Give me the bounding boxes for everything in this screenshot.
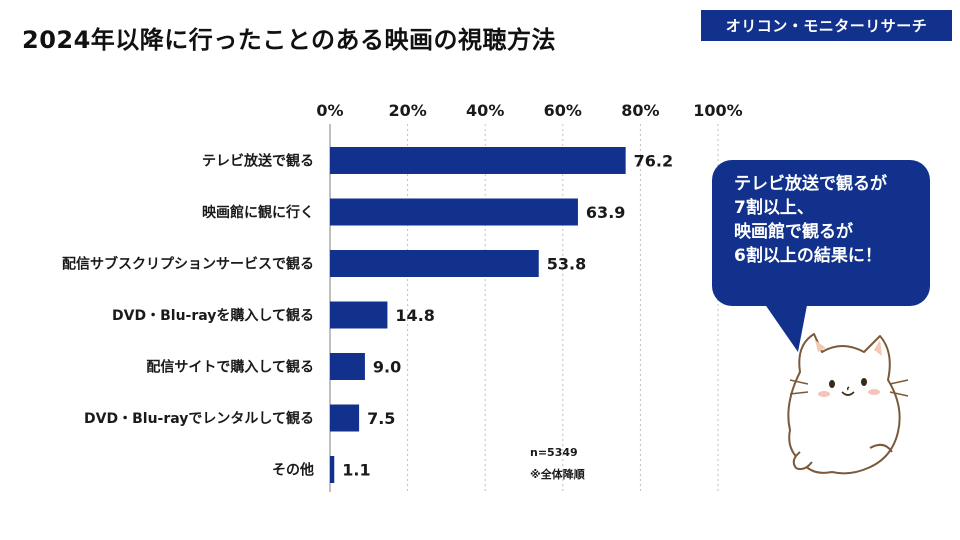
category-label: 配信サイトで購入して観る bbox=[146, 359, 314, 376]
callout-line: 映画館で観るが bbox=[734, 222, 853, 242]
callout-line: テレビ放送で観るが bbox=[734, 174, 887, 194]
value-label: 63.9 bbox=[586, 203, 625, 222]
x-tick-label: 0% bbox=[316, 101, 343, 120]
label-layer: 0% 20% 40% 60% 80% 100% テレビ放送で観る 76.2 映画館に観に行く 63… bbox=[62, 101, 743, 480]
sample-size-note: n=5349 bbox=[530, 446, 578, 459]
bar bbox=[330, 250, 539, 277]
bar bbox=[330, 147, 626, 174]
bar bbox=[330, 456, 335, 483]
x-tick-label: 40% bbox=[466, 101, 504, 120]
category-label: DVD・Blu-rayを購入して観る bbox=[112, 307, 314, 324]
x-tick-label: 60% bbox=[544, 101, 582, 120]
callout-line: 7割以上、 bbox=[734, 198, 814, 218]
category-label: テレビ放送で観る bbox=[202, 153, 314, 170]
sort-order-note: ※全体降順 bbox=[530, 468, 585, 481]
value-label: 7.5 bbox=[367, 409, 395, 428]
x-tick-label: 20% bbox=[388, 101, 426, 120]
grid-layer bbox=[329, 124, 719, 492]
category-label: 映画館に観に行く bbox=[202, 204, 314, 221]
bar-layer bbox=[330, 147, 626, 483]
value-label: 53.8 bbox=[547, 255, 586, 274]
brand-badge: オリコン・モニターリサーチ bbox=[701, 10, 952, 41]
category-label: その他 bbox=[272, 462, 314, 479]
value-label: 14.8 bbox=[395, 306, 434, 325]
bar bbox=[330, 404, 360, 432]
value-label: 76.2 bbox=[634, 152, 673, 171]
category-label: 配信サブスクリプションサービスで観る bbox=[62, 256, 314, 273]
callout-text: テレビ放送で観るが 7割以上、 映画館で観るが 6割以上の結果に！ bbox=[714, 172, 934, 268]
value-label: 9.0 bbox=[373, 358, 401, 377]
value-label: 1.1 bbox=[342, 461, 370, 480]
cat-mascot-icon bbox=[787, 333, 909, 475]
bar bbox=[330, 353, 365, 380]
bar bbox=[330, 198, 578, 226]
callout-box bbox=[712, 160, 930, 306]
x-tick-label: 100% bbox=[693, 101, 742, 120]
callout-line: 6割以上の結果に！ bbox=[734, 246, 882, 266]
bar bbox=[330, 301, 388, 329]
callout-bubble bbox=[712, 160, 930, 352]
callout-tail bbox=[762, 300, 808, 352]
x-tick-label: 80% bbox=[621, 101, 659, 120]
category-label: DVD・Blu-rayでレンタルして観る bbox=[84, 410, 314, 427]
page-title: 2024年以降に行ったことのある映画の視聴方法 bbox=[22, 26, 557, 54]
